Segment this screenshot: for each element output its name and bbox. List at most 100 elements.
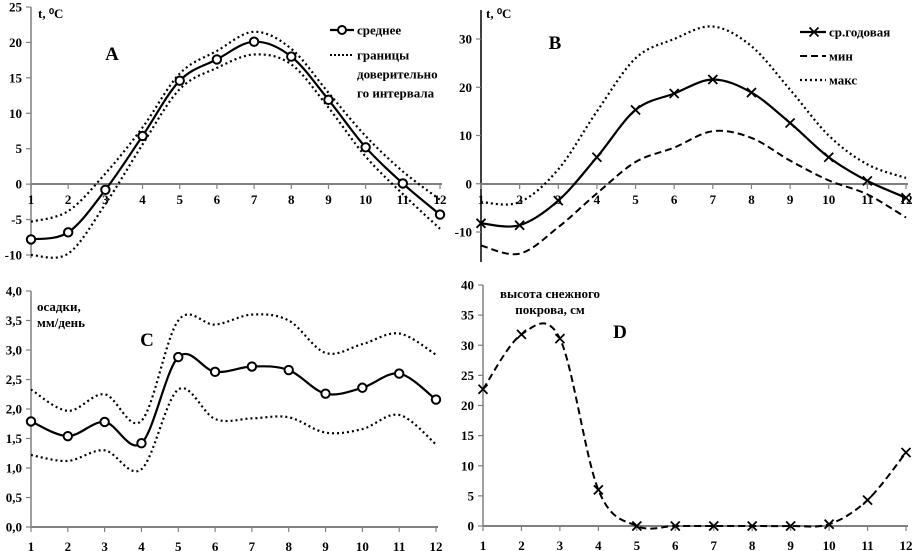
x-tick-label: 4 [594, 192, 601, 207]
data-point [823, 152, 834, 163]
data-point [669, 88, 680, 99]
x-tick-label: 9 [787, 192, 794, 207]
data-point [475, 218, 487, 229]
y-tick-label: 30 [461, 338, 474, 353]
y-tick-label: 2,0 [6, 402, 22, 417]
marker-x-stroke [862, 494, 873, 506]
y-tick-label: 25 [461, 368, 475, 383]
y-tick-label: 3,0 [6, 343, 22, 358]
data-point [591, 152, 603, 163]
data-point [357, 382, 368, 393]
x-tick-label: 2 [65, 539, 72, 551]
panel-c: 4,03,53,02,52,01,51,00,50,01 2 3 4 5 6 7 8 9 10 11… [6, 284, 443, 551]
x-tick-label: 10 [823, 538, 836, 551]
data-point [862, 494, 873, 506]
x-tick-label: 12 [900, 538, 913, 551]
x-tick-label: 7 [710, 538, 717, 551]
y-tick-label: 10 [9, 106, 22, 121]
series-line-3 [30, 53, 441, 259]
data-point [900, 192, 912, 203]
x-tick-label: 4 [595, 538, 602, 551]
legend: ср.годовая мин макс [800, 25, 890, 88]
x-tick-label: 11 [861, 538, 873, 551]
data-point [283, 364, 294, 376]
marker-x-stroke [475, 218, 487, 229]
data-point [136, 438, 147, 449]
data-point [25, 234, 37, 245]
x-tick-label: 1 [28, 192, 35, 207]
y-tick-label: 0,0 [6, 520, 22, 535]
x-tick-label: 3 [557, 538, 564, 551]
legend-label: макс [829, 73, 857, 88]
data-point [823, 519, 835, 530]
x-tick-label: 11 [397, 192, 409, 207]
x-tick-label: 12 [434, 192, 447, 207]
legend-label: ср.годовая [829, 25, 890, 40]
y-tick-label: 1,0 [6, 461, 22, 476]
data-point [286, 51, 297, 62]
data-point [209, 366, 221, 378]
data-point [554, 333, 566, 344]
panel-label: B [549, 33, 562, 54]
y-tick-label: 20 [461, 398, 474, 413]
y-tick-label: 10 [459, 128, 472, 143]
x-tick-label: 1 [478, 192, 485, 207]
data-point [707, 74, 718, 85]
x-tick-label: 7 [710, 192, 717, 207]
y-tick-label: 4,0 [6, 284, 22, 299]
x-tick-label: 6 [212, 539, 219, 551]
panel-label: A [105, 44, 119, 65]
data-point [434, 209, 446, 220]
marker-x-stroke [516, 329, 527, 340]
series-line-2 [480, 129, 907, 256]
y-tick-label: 3,5 [6, 313, 23, 328]
data-point [174, 75, 185, 86]
x-tick-label: 3 [101, 539, 108, 551]
x-tick-label: 9 [322, 539, 329, 551]
data-point [25, 416, 37, 427]
y-tick-label: -10 [455, 225, 472, 240]
x-tick-label: 1 [28, 539, 35, 551]
data-point [62, 227, 74, 238]
data-point [246, 361, 258, 372]
data-point [516, 329, 527, 340]
y-tick-label: -10 [5, 248, 22, 263]
y-tick-label: 5 [468, 488, 475, 503]
y-tick-label: 25 [9, 0, 23, 15]
y-tick-label: 5 [16, 141, 23, 156]
data-point [862, 175, 873, 186]
data-point [630, 104, 641, 116]
data-point [708, 520, 719, 532]
x-tick-label: 7 [251, 192, 258, 207]
x-tick-label: 12 [430, 539, 443, 551]
series-line-3 [30, 387, 437, 473]
x-tick-label: 9 [325, 192, 332, 207]
x-tick-label: 5 [175, 539, 182, 551]
series-line-1 [30, 353, 437, 447]
data-point [100, 184, 111, 196]
x-tick-label: 5 [632, 192, 639, 207]
x-tick-label: 10 [822, 192, 835, 207]
data-point [746, 87, 757, 98]
marker-x-stroke [746, 87, 757, 98]
panel-label: C [140, 330, 154, 351]
data-point [397, 178, 409, 189]
y-tick-label: 0 [16, 177, 23, 192]
marker-x-stroke [785, 520, 796, 532]
x-tick-label: 6 [671, 192, 678, 207]
y-axis-title-line: высота снежного [500, 286, 600, 301]
x-tick-label: 10 [356, 539, 369, 551]
x-tick-label: 5 [634, 538, 641, 551]
legend-marker-x [808, 26, 820, 38]
marker-x-stroke [669, 88, 680, 99]
marker-x-stroke [591, 152, 603, 163]
data-point [360, 142, 371, 153]
x-tick-label: 8 [748, 192, 755, 207]
legend-label: мин [829, 49, 853, 64]
legend: среднее границы доверительно го интервала [330, 23, 438, 101]
series-line-1 [480, 78, 907, 228]
marker-x-stroke [900, 192, 912, 203]
x-tick-label: 11 [393, 539, 405, 551]
